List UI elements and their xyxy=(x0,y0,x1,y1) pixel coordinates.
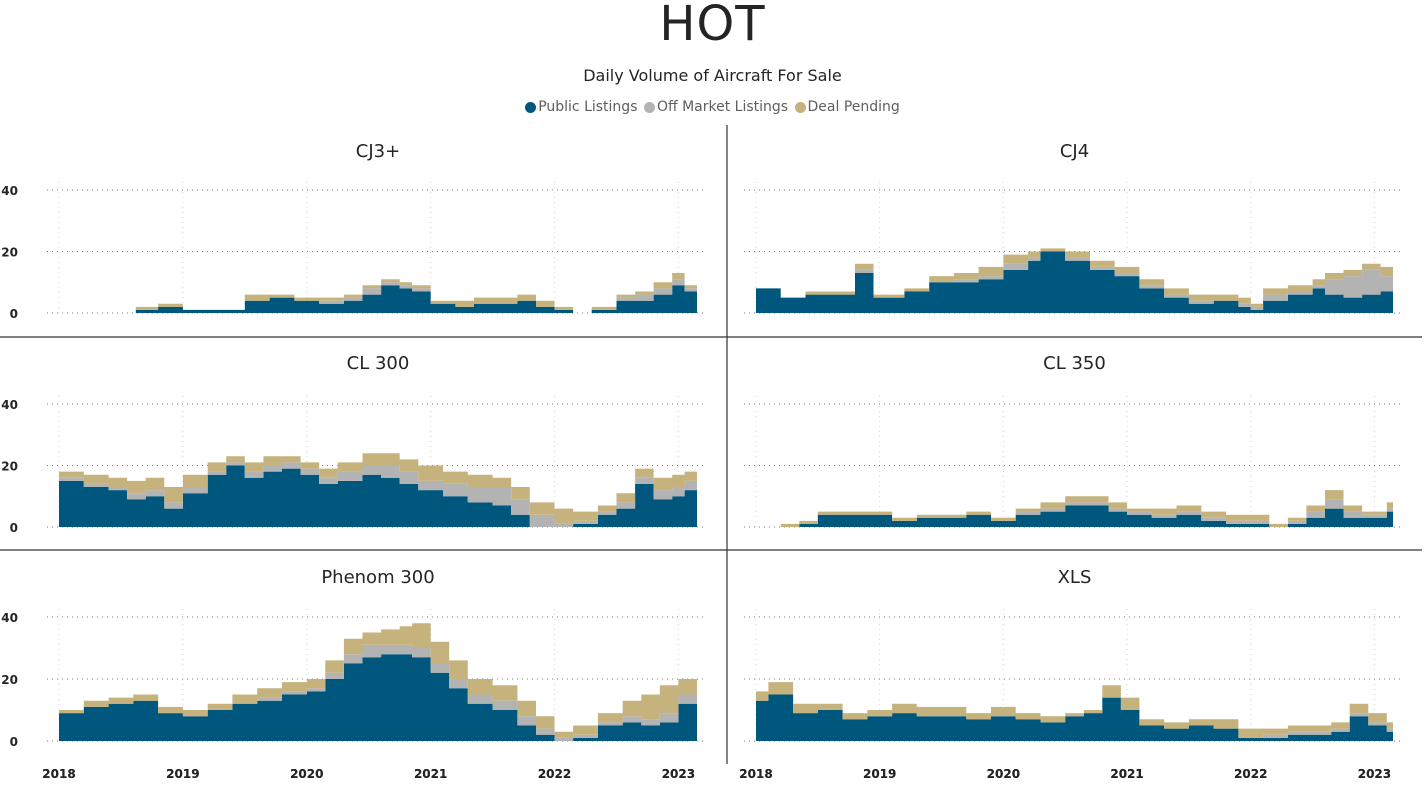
legend-dot-deal-pending xyxy=(794,101,806,113)
legend-label-deal-pending: Deal Pending xyxy=(807,99,900,115)
legend-item-deal-pending[interactable]: Deal Pending xyxy=(794,99,900,115)
area-deal-pending[interactable] xyxy=(780,490,1393,527)
x-tick-label: 2018 xyxy=(739,767,772,781)
panel-title: CJ3+ xyxy=(356,141,400,162)
x-tick-label: 2019 xyxy=(166,767,199,781)
legend-dot-public xyxy=(525,101,537,113)
y-tick-label: 20 xyxy=(1,673,18,687)
x-tick-label: 2019 xyxy=(863,767,896,781)
x-tick-label: 2020 xyxy=(987,767,1020,781)
area-public-listings[interactable] xyxy=(59,465,697,528)
x-tick-label: 2023 xyxy=(662,767,695,781)
x-tick-label: 2023 xyxy=(1358,767,1391,781)
panel-cj4: CJ4 2018 2019 2020 2021 2022 2023 xyxy=(739,141,1403,781)
x-tick-label: 2023 xyxy=(662,767,695,781)
legend-item-public[interactable]: Public Listings xyxy=(525,99,638,115)
legend-dot-off-market xyxy=(643,101,655,113)
x-tick-label: 2020 xyxy=(290,767,323,781)
x-tick-label: 2020 xyxy=(290,767,323,781)
area-off-market-listings[interactable] xyxy=(756,694,1393,738)
panel-xls: XLS 2018 2019 2020 2021 2022 2023 xyxy=(739,567,1403,781)
x-tick-label: 2023 xyxy=(1358,767,1391,781)
x-tick-label: 2018 xyxy=(739,767,772,781)
x-tick-label: 2021 xyxy=(1110,767,1143,781)
y-tick-label: 0 xyxy=(10,521,18,535)
legend-item-off-market[interactable]: Off Market Listings xyxy=(643,99,789,115)
x-tick-label: 2021 xyxy=(1110,767,1143,781)
y-tick-label: 20 xyxy=(1,246,18,260)
x-tick-label: 2022 xyxy=(538,767,571,781)
y-tick-label: 20 xyxy=(1,460,18,474)
panel-title: XLS xyxy=(1058,567,1092,588)
x-tick-label: 2021 xyxy=(414,767,447,781)
legend: Public Listings Off Market Listings Deal… xyxy=(0,99,1425,117)
y-tick-label: 40 xyxy=(1,611,18,625)
area-deal-pending[interactable] xyxy=(59,453,697,524)
panel-title: CL 300 xyxy=(347,353,410,374)
panel-title: Phenom 300 xyxy=(321,567,434,588)
page-title: HOT xyxy=(659,0,766,52)
panel-title: CJ4 xyxy=(1060,141,1089,162)
area-public-listings[interactable] xyxy=(780,502,1393,527)
y-tick-label: 40 xyxy=(1,398,18,412)
legend-label-off-market: Off Market Listings xyxy=(656,99,789,115)
area-deal-pending[interactable] xyxy=(756,682,1393,738)
legend-label-public: Public Listings xyxy=(538,99,638,115)
area-public-listings[interactable] xyxy=(135,285,698,313)
y-tick-label: 0 xyxy=(10,307,18,321)
area-public-listings[interactable] xyxy=(756,251,1393,314)
x-tick-label: 2019 xyxy=(863,767,896,781)
x-tick-label: 2020 xyxy=(987,767,1020,781)
area-public-listings[interactable] xyxy=(59,654,697,741)
panel-title: CL 350 xyxy=(1043,353,1106,374)
panel-cl-300: CL 300 0 20 40 xyxy=(1,353,707,535)
panel-cl-350: CL 350 xyxy=(744,353,1403,528)
area-deal-pending[interactable] xyxy=(59,623,697,738)
y-tick-label: 0 xyxy=(10,735,18,749)
chart-subtitle: Daily Volume of Aircraft For Sale xyxy=(583,66,842,85)
area-public-listings[interactable] xyxy=(756,694,1393,742)
panel-phenom-300: Phenom 300 0 20 40 2018 2019 2020 2021 2022 2023 xyxy=(1,567,707,781)
y-tick-label: 40 xyxy=(1,184,18,198)
x-tick-label: 2018 xyxy=(42,767,75,781)
x-tick-label: 2019 xyxy=(166,767,199,781)
x-tick-label: 2021 xyxy=(414,767,447,781)
x-tick-label: 2018 xyxy=(42,767,75,781)
x-tick-label: 2022 xyxy=(1234,767,1267,781)
x-tick-label: 2022 xyxy=(1234,767,1267,781)
area-off-market-listings[interactable] xyxy=(780,499,1393,527)
x-tick-label: 2022 xyxy=(538,767,571,781)
